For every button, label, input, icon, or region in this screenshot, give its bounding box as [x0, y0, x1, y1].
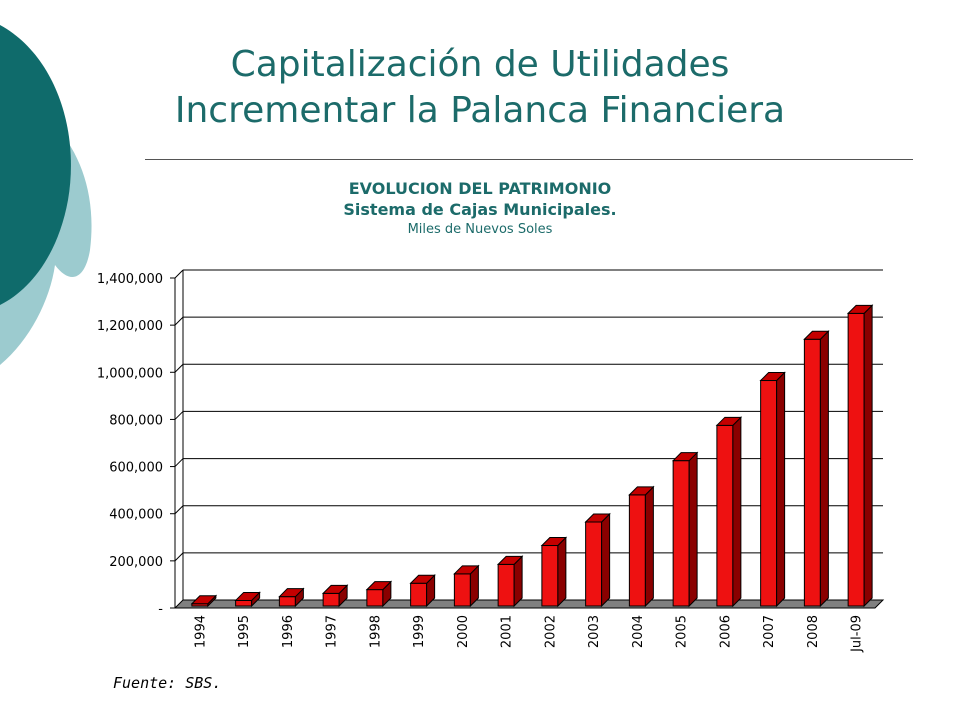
bar-2003 [585, 521, 603, 607]
bar-2008 [803, 338, 821, 607]
bar-top-1994 [190, 595, 218, 605]
bar-1999 [410, 582, 428, 607]
bar-top-2001 [496, 555, 524, 565]
bar-2005 [672, 460, 690, 607]
bar-1998 [366, 589, 384, 607]
bar-2002 [541, 545, 559, 607]
chart-floor [173, 599, 885, 609]
bar-side-2006 [732, 416, 742, 608]
bar-1996 [278, 596, 296, 607]
x-tick-label: 2003 [587, 615, 602, 648]
x-tick-label: 1996 [281, 615, 296, 648]
gridline-depth [174, 269, 184, 279]
x-tick-label: 1994 [193, 615, 208, 648]
y-tick-label: 1,400,000 [97, 272, 163, 287]
gridline-depth [174, 552, 184, 562]
bar-2007 [760, 380, 778, 607]
chart-title: EVOLUCION DEL PATRIMONIO [348, 179, 612, 198]
bar-top-2000 [453, 565, 480, 575]
bar-1997 [322, 592, 340, 607]
x-tick-label: 2007 [762, 615, 777, 648]
bar-top-2007 [759, 372, 786, 382]
bar-top-1999 [409, 574, 436, 584]
gridline-depth [174, 316, 184, 326]
x-tick-label: 2008 [806, 615, 821, 648]
bar-2004 [628, 494, 646, 607]
bar-side-2008 [819, 330, 829, 608]
bar-side-2003 [601, 512, 611, 608]
x-tick-label: 1998 [368, 615, 383, 648]
bar-top-2002 [540, 537, 568, 547]
bar-top-1998 [365, 581, 393, 591]
bar-top-2003 [584, 513, 611, 523]
gridline-depth [174, 411, 184, 420]
y-tick-label: - [158, 602, 163, 617]
decor-dark-shape [0, 25, 71, 305]
bar-side-2004 [644, 485, 654, 608]
x-tick-label: 2000 [456, 615, 471, 648]
bar-2001 [497, 563, 515, 607]
slide-title-line2: Incrementar la Palanca Financiera [174, 90, 786, 131]
bar-top-2005 [671, 452, 699, 462]
x-tick-label: Jul-09 [850, 615, 865, 653]
bar-side-2002 [557, 536, 567, 608]
bar-top-Jul-09 [846, 304, 874, 314]
y-tick-label: 400,000 [109, 508, 163, 523]
source-note: Fuente: SBS. [113, 674, 222, 692]
bar-2006 [716, 424, 734, 607]
bar-top-2008 [803, 330, 830, 340]
bar-side-2005 [688, 451, 698, 608]
x-tick-label: 2004 [631, 615, 646, 648]
gridline-depth [174, 505, 184, 515]
gridline-depth [174, 458, 184, 467]
x-tick-label: 2005 [675, 615, 690, 648]
x-tick-label: 2006 [718, 615, 733, 648]
y-tick-label: 1,200,000 [97, 319, 163, 334]
x-tick-label: 2002 [543, 615, 558, 648]
bar-top-1995 [234, 591, 261, 601]
y-tick-label: 1,000,000 [97, 366, 163, 381]
bar-Jul-09 [847, 312, 865, 607]
x-tick-label: 1995 [237, 615, 252, 648]
chart-heading: EVOLUCION DEL PATRIMONIO Sistema de Caja… [180, 179, 780, 238]
chart-unit-label: Miles de Nuevos Soles [407, 222, 553, 237]
y-tick-label: 800,000 [109, 413, 163, 428]
bar-top-1996 [278, 588, 305, 598]
bar-top-2004 [628, 486, 655, 496]
slide-title-line1: Capitalización de Utilidades [230, 44, 730, 85]
gridline-depth [174, 363, 184, 373]
chart-subtitle: Sistema de Cajas Municipales. [343, 200, 617, 219]
x-tick-label: 1999 [412, 615, 427, 648]
bar-2000 [453, 573, 471, 607]
title-divider [145, 159, 913, 160]
bar-side-2007 [776, 371, 786, 608]
slide-title: Capitalización de Utilidades Incrementar… [100, 42, 860, 134]
bar-top-2006 [715, 416, 743, 426]
bar-side-Jul-09 [863, 304, 873, 608]
x-tick-label: 1997 [325, 615, 340, 648]
decorative-shapes [0, 25, 92, 365]
bar-top-1997 [321, 584, 349, 594]
x-tick-label: 2001 [500, 615, 515, 648]
y-tick-label: 200,000 [109, 555, 163, 570]
bar-1995 [235, 599, 253, 607]
y-tick-label: 600,000 [109, 461, 163, 476]
